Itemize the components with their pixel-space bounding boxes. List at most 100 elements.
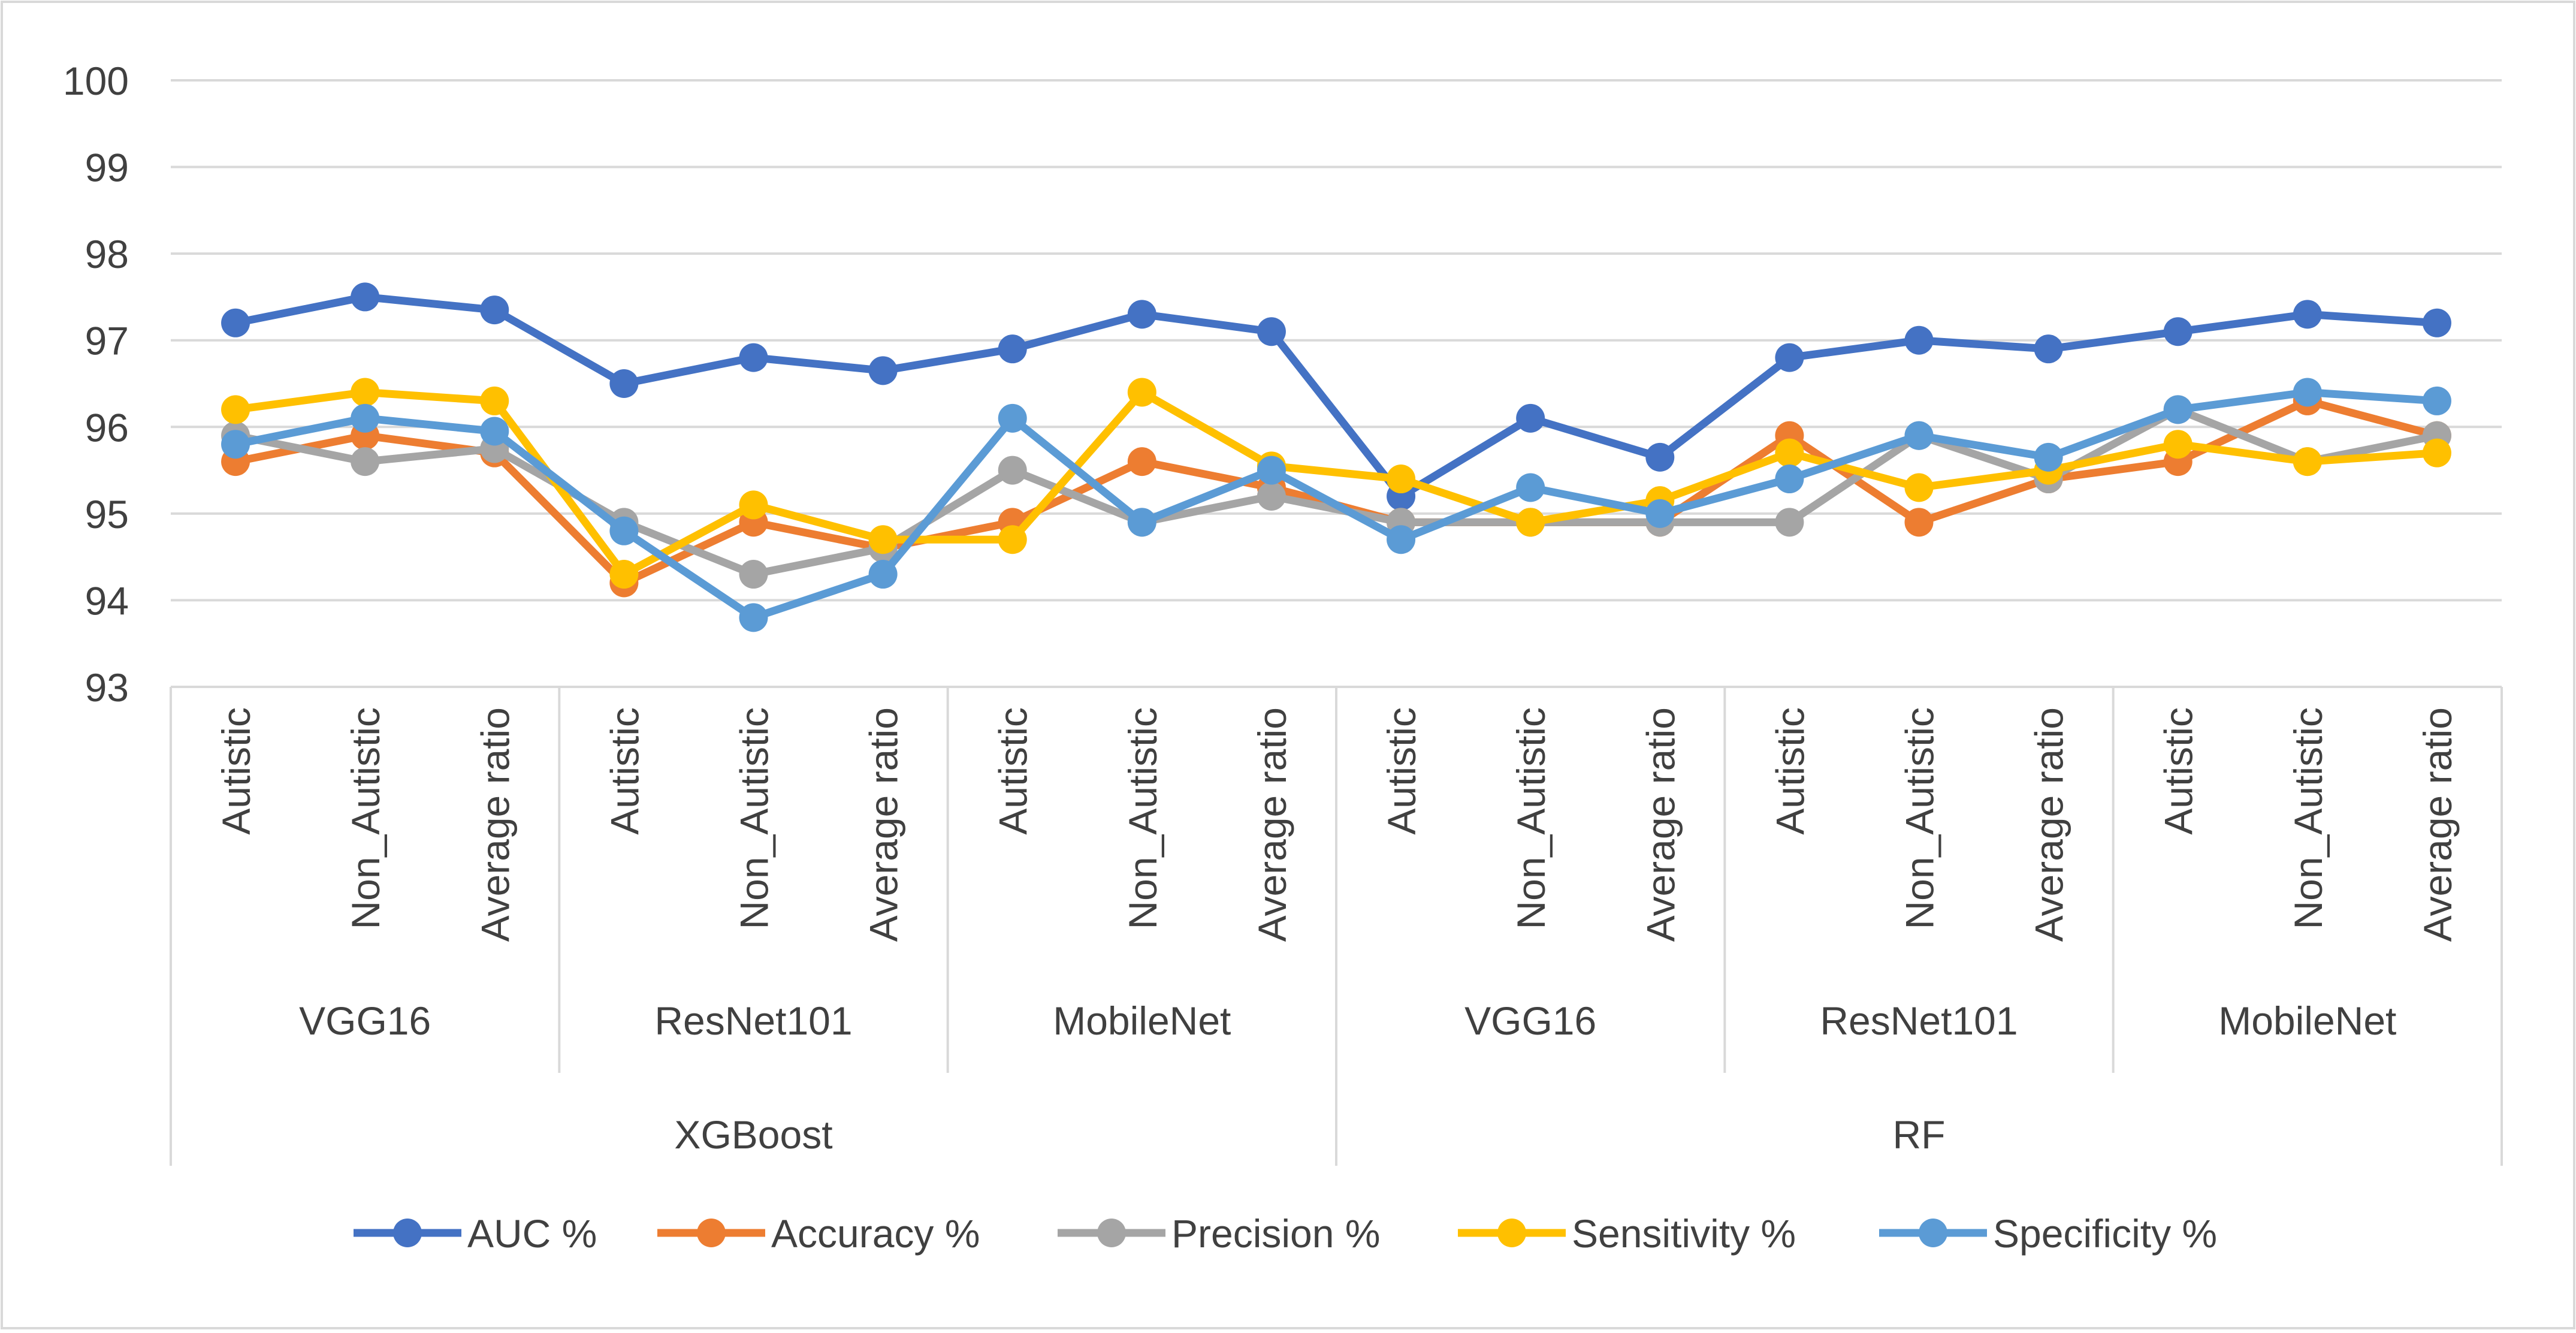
- legend-item: Specificity %: [1879, 1211, 2217, 1256]
- data-point: [1904, 473, 1934, 502]
- data-point: [739, 603, 768, 632]
- y-tick-label: 98: [85, 232, 129, 276]
- series-0: [221, 282, 2451, 511]
- data-point: [1257, 481, 1286, 511]
- x-tick-label: Non_Autistic: [1509, 707, 1553, 930]
- group-label-level1: MobileNet: [2218, 999, 2396, 1043]
- legend-item: Accuracy %: [657, 1211, 980, 1256]
- data-point: [609, 516, 639, 545]
- x-tick-label: Non_Autistic: [732, 707, 777, 930]
- data-point: [2163, 317, 2193, 346]
- data-point: [2034, 334, 2063, 364]
- data-point: [1516, 403, 1545, 433]
- y-tick-label: 94: [85, 578, 129, 623]
- data-point: [480, 386, 509, 415]
- data-point: [2293, 378, 2322, 407]
- x-tick-label: Average ratio: [2415, 707, 2460, 942]
- y-tick-label: 96: [85, 405, 129, 450]
- legend-swatch-marker: [1919, 1219, 1947, 1247]
- legend-swatch-marker: [697, 1219, 726, 1247]
- legend-swatch-marker: [393, 1219, 422, 1247]
- data-point: [1645, 442, 1675, 472]
- group-label-level1: MobileNet: [1053, 999, 1231, 1043]
- series-lines: [221, 282, 2451, 632]
- series-4: [221, 378, 2451, 632]
- data-point: [1775, 343, 1804, 372]
- data-point: [2422, 386, 2451, 415]
- y-tick-label: 95: [85, 492, 129, 536]
- x-tick-label: Non_Autistic: [1898, 707, 1942, 930]
- data-point: [1645, 499, 1675, 528]
- x-tick-label: Autistic: [991, 707, 1035, 835]
- y-tick-label: 99: [85, 146, 129, 190]
- series-line: [231, 388, 2441, 622]
- group-label-level1: VGG16: [299, 999, 431, 1043]
- x-tick-label: Autistic: [602, 707, 647, 835]
- x-tick-label: Autistic: [1768, 707, 1812, 835]
- y-tick-label: 97: [85, 319, 129, 363]
- data-point: [998, 525, 1027, 554]
- data-point: [739, 490, 768, 520]
- data-point: [1904, 421, 1934, 450]
- data-point: [1516, 508, 1545, 537]
- legend-item: Precision %: [1058, 1211, 1380, 1256]
- data-point: [2163, 395, 2193, 424]
- legend-label: Accuracy %: [771, 1211, 980, 1256]
- data-point: [1127, 300, 1156, 329]
- x-tick-label: Non_Autistic: [2286, 707, 2330, 930]
- data-point: [739, 560, 768, 589]
- data-point: [351, 378, 380, 407]
- data-point: [1127, 378, 1156, 407]
- x-tick-label: Average ratio: [1250, 707, 1294, 942]
- data-point: [609, 369, 639, 398]
- data-point: [868, 560, 898, 589]
- legend-swatch-marker: [1497, 1219, 1526, 1247]
- data-point: [998, 403, 1027, 433]
- series-line: [231, 388, 2441, 578]
- group-label-level2: RF: [1893, 1112, 1946, 1157]
- axes: 93 94 95 96 97 98 99 100 VGG16 ResNet101 MobileNet…: [63, 59, 2503, 1166]
- data-point: [868, 525, 898, 554]
- data-point: [1387, 465, 1416, 494]
- legend-label: Sensitivity %: [1572, 1211, 1796, 1256]
- data-point: [998, 334, 1027, 364]
- x-tick-label: Average ratio: [862, 707, 906, 942]
- group-label-level1: ResNet101: [654, 999, 852, 1043]
- data-point: [1775, 438, 1804, 468]
- y-tick-label: 93: [85, 665, 129, 710]
- x-tick-label: Average ratio: [1638, 707, 1683, 942]
- data-point: [2422, 308, 2451, 337]
- data-point: [351, 447, 380, 476]
- data-point: [1387, 525, 1416, 554]
- data-point: [221, 308, 250, 337]
- data-point: [1257, 456, 1286, 485]
- data-point: [998, 456, 1027, 485]
- y-tick-label: 100: [63, 59, 129, 103]
- x-tick-label: Autistic: [214, 707, 258, 835]
- data-point: [1257, 317, 1286, 346]
- data-point: [2422, 438, 2451, 468]
- data-point: [480, 295, 509, 325]
- legend-label: Specificity %: [1993, 1211, 2217, 1256]
- data-point: [2034, 442, 2063, 472]
- data-point: [1904, 508, 1934, 537]
- series-line: [231, 292, 2441, 500]
- data-point: [221, 430, 250, 459]
- legend-item: AUC %: [354, 1211, 597, 1256]
- data-point: [1127, 508, 1156, 537]
- legend-label: Precision %: [1171, 1211, 1380, 1256]
- data-point: [868, 356, 898, 385]
- group-label-level2: XGBoost: [674, 1112, 832, 1157]
- legend: AUC % Accuracy % Precision % Sensitivity % S…: [354, 1211, 2217, 1256]
- x-tick-label: Non_Autistic: [343, 707, 388, 930]
- legend-label: AUC %: [467, 1211, 597, 1256]
- legend-item: Sensitivity %: [1458, 1211, 1796, 1256]
- data-point: [1775, 465, 1804, 494]
- data-point: [609, 560, 639, 589]
- data-point: [1904, 325, 1934, 355]
- x-tick-label: Autistic: [2157, 707, 2201, 835]
- group-label-level1: ResNet101: [1820, 999, 2018, 1043]
